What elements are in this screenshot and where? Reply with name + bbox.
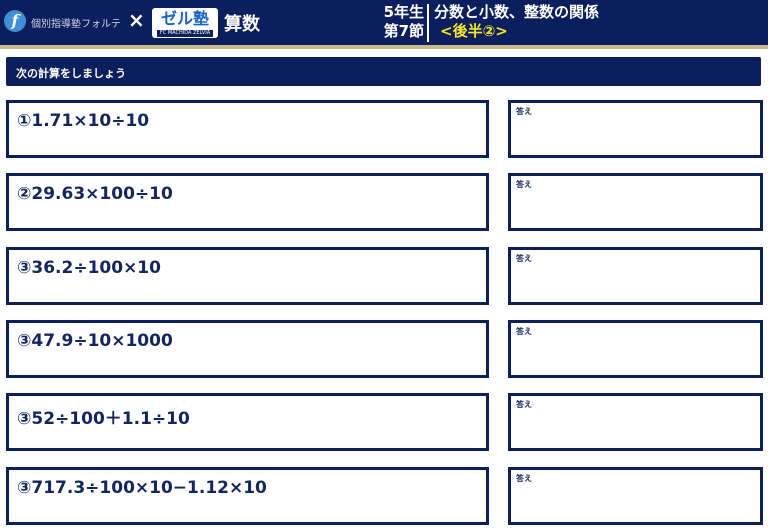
- problem-text: ③717.3÷100×10−1.12×10: [17, 478, 267, 498]
- problem-text: ①1.71×10÷10: [17, 111, 150, 131]
- problem-box: ③52÷100＋1.1÷10: [6, 393, 489, 451]
- title: 分数と小数、整数の関係: [434, 3, 600, 21]
- answer-box[interactable]: 答え: [508, 247, 763, 305]
- answer-label: 答え: [516, 107, 532, 116]
- zelvia-logo: ゼル塾 FC MACHIDA ZELVIA: [152, 8, 218, 38]
- section: 第7節: [383, 22, 424, 40]
- answer-box[interactable]: 答え: [508, 467, 763, 525]
- instruction: 次の計算をしましょう: [16, 67, 126, 80]
- problem-box: ①1.71×10÷10: [6, 100, 489, 158]
- brand-name: 個別指導塾フォルテ: [31, 19, 121, 30]
- problem-text: ②29.63×100÷10: [17, 184, 173, 204]
- answer-box[interactable]: 答え: [508, 320, 763, 378]
- answer-label: 答え: [516, 474, 532, 483]
- forte-logo-icon: f: [4, 10, 26, 32]
- zelvia-logo-text: ゼル塾: [160, 9, 209, 28]
- problem-text: ③52÷100＋1.1÷10: [17, 409, 190, 429]
- answer-box[interactable]: 答え: [508, 173, 763, 231]
- subtitle: <後半②>: [440, 22, 508, 40]
- problem-box: ②29.63×100÷10: [6, 173, 489, 231]
- problem-text: ③47.9÷10×1000: [17, 331, 173, 351]
- problem-box: ③36.2÷100×10: [6, 247, 489, 305]
- problem-box: ③717.3÷100×10−1.12×10: [6, 467, 489, 525]
- header: f 個別指導塾フォルテ × ゼル塾 FC MACHIDA ZELVIA 算数 5…: [0, 0, 768, 45]
- divider: [427, 4, 429, 42]
- lesson-title: 分数と小数、整数の関係 <後半②>: [434, 3, 599, 41]
- problem-box: ③47.9÷10×1000: [6, 320, 489, 378]
- times-icon: ×: [128, 8, 145, 32]
- instruction-bar: 次の計算をしましょう: [6, 57, 761, 86]
- zelvia-logo-sub: FC MACHIDA ZELVIA: [157, 30, 213, 37]
- grade-section: 5年生 第7節: [378, 3, 424, 41]
- answer-label: 答え: [516, 180, 532, 189]
- answer-label: 答え: [516, 254, 532, 263]
- header-divider: [0, 45, 768, 49]
- problem-text: ③36.2÷100×10: [17, 258, 161, 278]
- subject: 算数: [224, 14, 260, 35]
- answer-box[interactable]: 答え: [508, 100, 763, 158]
- grade: 5年生: [383, 3, 424, 21]
- answer-label: 答え: [516, 400, 532, 409]
- answer-box[interactable]: 答え: [508, 393, 763, 451]
- answer-label: 答え: [516, 327, 532, 336]
